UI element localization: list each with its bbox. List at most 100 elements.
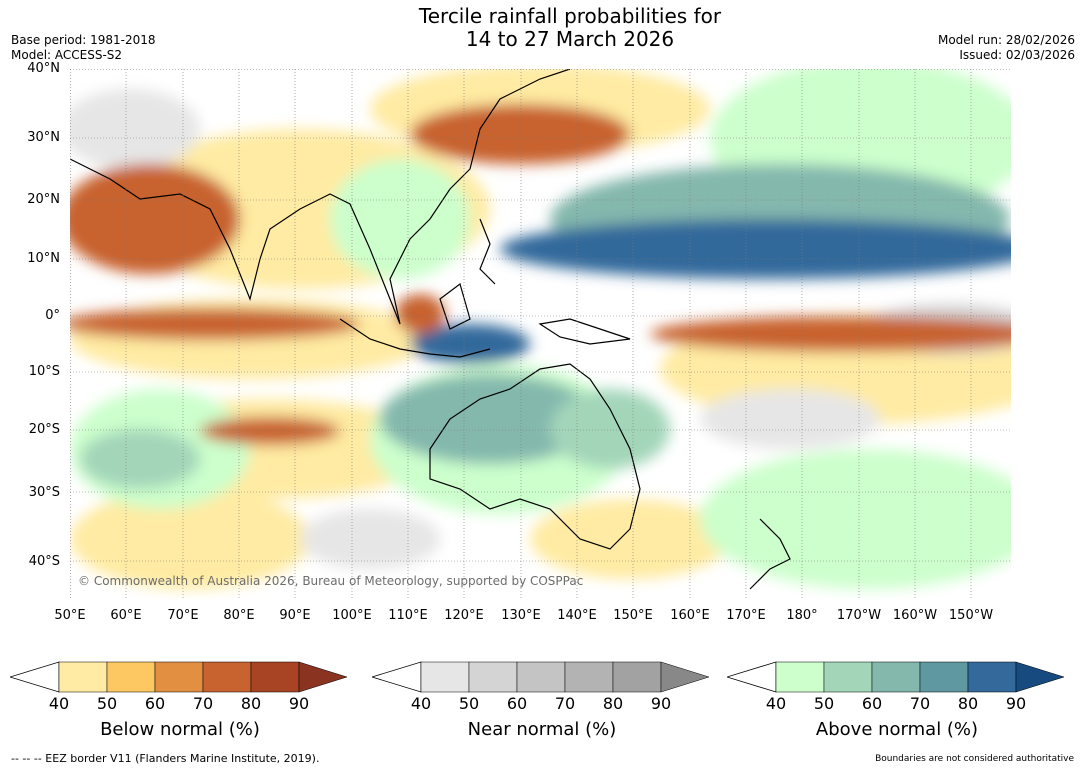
- lon-label-160w: 160°W: [892, 608, 938, 623]
- legend-above-swatch-40: [775, 661, 825, 693]
- legend-below-bar: [8, 661, 348, 693]
- legend-below-tick-40: 40: [48, 694, 70, 713]
- field-near-south-indian: [300, 509, 440, 569]
- map-canvas: [70, 69, 1011, 600]
- coast-borneo: [439, 282, 471, 330]
- lat-label-equator: 0°: [45, 308, 60, 323]
- probability-field: [70, 69, 1011, 589]
- legend-above-title: Above normal (%): [815, 719, 979, 740]
- lon-label-50e: 50°E: [54, 608, 86, 623]
- legend-near-over-arrow: [660, 661, 710, 693]
- legend-near-swatch-60: [516, 661, 566, 693]
- lon-label-80e: 80°E: [223, 608, 255, 623]
- legend-near-swatch-50: [468, 661, 518, 693]
- legend-below-swatch-40: [58, 661, 108, 693]
- legend-above-bar: [725, 661, 1065, 693]
- legend-near-normal: [370, 661, 712, 693]
- lon-label-120e: 120°E: [444, 608, 484, 623]
- legend-below-swatch-80: [250, 661, 300, 693]
- field-below-70-equatorial-indian: [70, 308, 360, 340]
- field-above-80-pacific-band: [500, 219, 1011, 279]
- field-below-40-south-australia: [530, 499, 730, 579]
- legend-below-title: Below normal (%): [100, 719, 260, 740]
- legend-below-tick-90: 90: [288, 694, 310, 713]
- field-near-south-pacific: [700, 389, 880, 449]
- legend-near-tick-80: 80: [602, 694, 624, 713]
- legend-above-tick-40: 40: [765, 694, 787, 713]
- lon-label-150e: 150°E: [613, 608, 653, 623]
- legend-near-ticks: 40 50 60 70 80 90: [372, 694, 712, 714]
- legend-above-swatch-50: [823, 661, 873, 693]
- lat-label-40s: 40°S: [28, 554, 60, 569]
- legend-above-tick-50: 50: [813, 694, 835, 713]
- legend-near-swatch-40: [420, 661, 470, 693]
- legend-near-tick-90: 90: [650, 694, 672, 713]
- lat-label-20n: 20°N: [27, 192, 60, 207]
- base-period-text: Base period: 1981-2018: [11, 33, 156, 47]
- issued-text: Issued: 02/03/2026: [959, 48, 1075, 62]
- boundaries-disclaimer: Boundaries are not considered authoritat…: [875, 754, 1074, 764]
- copyright-notice: © Commonwealth of Australia 2026, Bureau…: [78, 574, 584, 588]
- coastlines: [70, 69, 791, 590]
- field-below-70-equatorial-pacific: [650, 316, 1011, 352]
- legend-below-ticks: 40 50 60 70 80 90: [10, 694, 350, 714]
- legend-near-tick-50: 50: [458, 694, 480, 713]
- legend-below-swatch-50: [106, 661, 156, 693]
- lon-label-90e: 90°E: [279, 608, 311, 623]
- lat-label-10n: 10°N: [27, 251, 60, 266]
- legend-above-swatch-60: [871, 661, 921, 693]
- legend-near-swatch-70: [564, 661, 614, 693]
- model-run-text: Model run: 28/02/2026: [937, 33, 1075, 47]
- legend-above-swatch-80: [967, 661, 1017, 693]
- lat-label-40n: 40°N: [27, 61, 60, 76]
- legend-below-swatch-60: [154, 661, 204, 693]
- legend-near-tick-70: 70: [554, 694, 576, 713]
- legend-above-normal: [725, 661, 1067, 693]
- field-above-40-indochina: [330, 159, 470, 279]
- field-below-40-southwest: [70, 489, 310, 589]
- field-below-70-china: [410, 104, 630, 164]
- lat-label-30n: 30°N: [27, 130, 60, 145]
- coast-sumatra-java: [339, 318, 491, 358]
- legend-below-under-arrow: [8, 661, 60, 693]
- lon-label-170w: 170°W: [836, 608, 882, 623]
- legend-above-tick-70: 70: [909, 694, 931, 713]
- coast-east-asia: [369, 69, 571, 325]
- legend-below-tick-50: 50: [96, 694, 118, 713]
- field-near-arabia: [70, 89, 200, 169]
- lon-label-140e: 140°E: [557, 608, 597, 623]
- legend-above-tick-80: 80: [957, 694, 979, 713]
- coast-south-asia: [70, 158, 371, 301]
- lon-label-150w: 150°W: [948, 608, 994, 623]
- field-above-80-maritime-continent: [410, 324, 530, 364]
- legend-below-tick-70: 70: [192, 694, 214, 713]
- lon-label-60e: 60°E: [110, 608, 142, 623]
- graticule: [70, 69, 1011, 600]
- legend-near-tick-40: 40: [410, 694, 432, 713]
- legend-above-over-arrow: [1015, 661, 1065, 693]
- lat-label-20s: 20°S: [28, 422, 60, 437]
- legend-near-title: Near normal (%): [467, 719, 617, 740]
- map-title-line-2: 14 to 27 March 2026: [465, 27, 675, 51]
- legend-near-under-arrow: [370, 661, 422, 693]
- legend-above-under-arrow: [725, 661, 777, 693]
- legend-above-tick-60: 60: [861, 694, 883, 713]
- field-below-70-arabian-sea: [70, 164, 240, 274]
- legend-above-ticks: 40 50 60 70 80 90: [727, 694, 1067, 714]
- lon-label-160e: 160°E: [670, 608, 710, 623]
- lon-label-70e: 70°E: [167, 608, 199, 623]
- field-above-50-coral-sea: [550, 389, 670, 469]
- lon-label-110e: 110°E: [388, 608, 428, 623]
- legend-near-bar: [370, 661, 710, 693]
- legend-below-normal: [8, 661, 350, 693]
- coast-new-zealand: [749, 518, 791, 590]
- model-text: Model: ACCESS-S2: [11, 48, 123, 62]
- eez-border-note: -- -- -- EEZ border V11 (Flanders Marine…: [11, 752, 320, 765]
- legend-above-tick-90: 90: [1005, 694, 1027, 713]
- lon-label-170e: 170°E: [726, 608, 766, 623]
- field-below-70-south-indian: [200, 417, 340, 445]
- field-below-70-borneo: [395, 294, 445, 334]
- lon-label-100e: 100°E: [332, 608, 372, 623]
- rainfall-probability-map: © Commonwealth of Australia 2026, Bureau…: [70, 69, 1011, 600]
- legend-near-tick-60: 60: [506, 694, 528, 713]
